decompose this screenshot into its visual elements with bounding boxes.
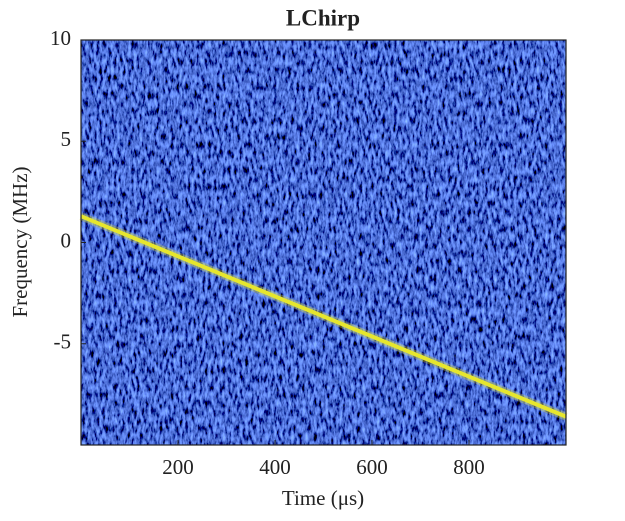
y-tick-label: 0 [61,228,72,252]
y-tick-label: 10 [50,26,71,50]
y-tick-label: -5 [54,330,72,354]
x-tick-label: 600 [356,455,388,479]
y-axis-label: Frequency (MHz) [8,166,32,317]
x-tick-label: 200 [162,455,194,479]
x-axis-label: Time (μs) [282,486,364,510]
x-tick-label: 800 [453,455,485,479]
chart-title: LChirp [286,5,360,30]
chirp-line [80,214,567,419]
x-tick-label: 400 [259,455,291,479]
y-tick-label: 5 [61,127,72,151]
spectrogram-noise [81,40,566,445]
